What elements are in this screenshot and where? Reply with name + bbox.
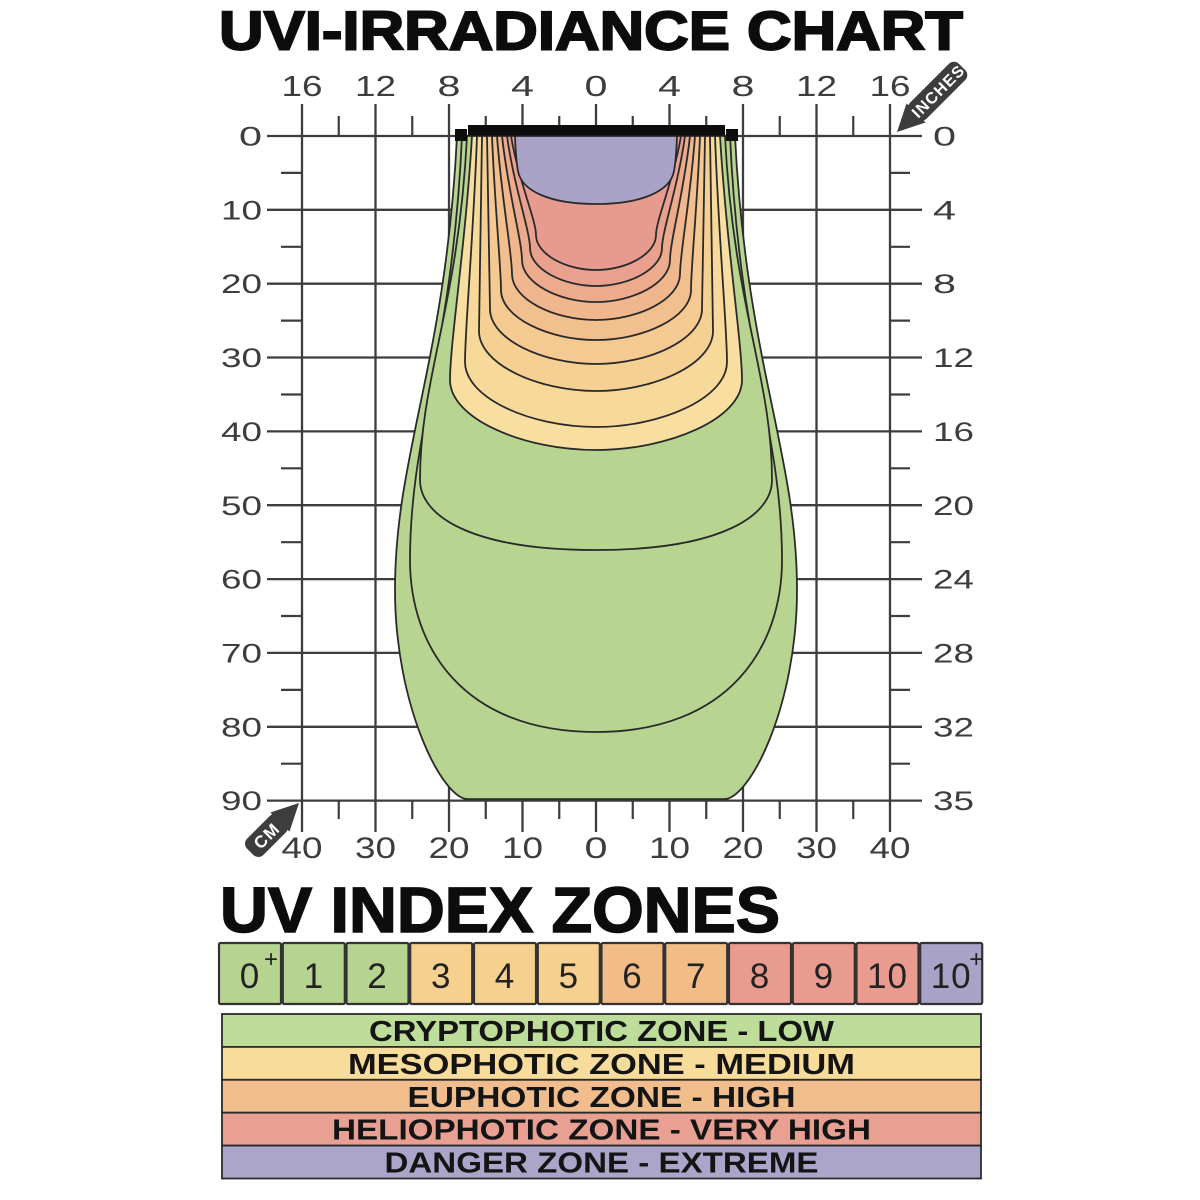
svg-text:4: 4: [495, 957, 515, 996]
svg-text:3: 3: [431, 957, 451, 996]
svg-text:8: 8: [933, 269, 956, 299]
svg-text:70: 70: [221, 638, 262, 668]
svg-text:0: 0: [239, 122, 262, 152]
svg-text:0: 0: [240, 957, 260, 996]
svg-text:30: 30: [221, 343, 262, 373]
svg-text:10: 10: [221, 195, 262, 225]
svg-text:28: 28: [933, 638, 974, 668]
svg-text:30: 30: [355, 832, 396, 865]
svg-text:0: 0: [933, 122, 956, 152]
svg-text:4: 4: [658, 71, 681, 103]
svg-text:EUPHOTIC ZONE - HIGH: EUPHOTIC ZONE - HIGH: [408, 1082, 796, 1114]
svg-text:20: 20: [429, 832, 470, 865]
svg-text:10: 10: [649, 832, 690, 865]
svg-text:CRYPTOPHOTIC ZONE - LOW: CRYPTOPHOTIC ZONE - LOW: [369, 1016, 835, 1048]
svg-text:60: 60: [221, 565, 262, 595]
svg-text:40: 40: [221, 417, 262, 447]
svg-text:16: 16: [870, 71, 911, 103]
svg-text:10: 10: [502, 832, 543, 865]
svg-text:20: 20: [221, 269, 262, 299]
svg-text:40: 40: [282, 832, 323, 865]
svg-text:HELIOPHOTIC ZONE - VERY HIGH: HELIOPHOTIC ZONE - VERY HIGH: [332, 1115, 871, 1147]
svg-text:6: 6: [622, 957, 642, 996]
svg-text:35: 35: [933, 786, 974, 816]
svg-text:UV INDEX ZONES: UV INDEX ZONES: [220, 874, 780, 946]
svg-text:90: 90: [221, 786, 262, 816]
svg-text:1: 1: [304, 957, 324, 996]
svg-text:8: 8: [732, 71, 755, 103]
svg-text:30: 30: [796, 832, 837, 865]
svg-text:32: 32: [933, 712, 974, 742]
svg-text:16: 16: [933, 417, 974, 447]
svg-text:20: 20: [723, 832, 764, 865]
svg-text:+: +: [264, 946, 278, 973]
svg-text:12: 12: [355, 71, 396, 103]
svg-text:16: 16: [282, 71, 323, 103]
svg-text:8: 8: [750, 957, 770, 996]
svg-text:24: 24: [933, 565, 974, 595]
svg-text:7: 7: [686, 957, 706, 996]
svg-text:80: 80: [221, 712, 262, 742]
svg-text:DANGER ZONE - EXTREME: DANGER ZONE - EXTREME: [385, 1148, 819, 1180]
svg-text:4: 4: [933, 195, 956, 225]
svg-text:UVI-IRRADIANCE CHART: UVI-IRRADIANCE CHART: [219, 0, 963, 62]
svg-text:20: 20: [933, 491, 974, 521]
svg-text:10: 10: [867, 957, 908, 996]
svg-text:2: 2: [367, 957, 387, 996]
svg-text:+: +: [969, 946, 983, 973]
svg-text:50: 50: [221, 491, 262, 521]
svg-text:0: 0: [585, 832, 608, 865]
svg-text:40: 40: [870, 832, 911, 865]
svg-text:8: 8: [438, 71, 461, 103]
svg-text:9: 9: [814, 957, 834, 996]
svg-text:12: 12: [933, 343, 974, 373]
svg-text:4: 4: [511, 71, 534, 103]
svg-text:0: 0: [585, 71, 608, 103]
svg-text:5: 5: [559, 957, 579, 996]
svg-text:12: 12: [796, 71, 837, 103]
svg-text:MESOPHOTIC ZONE - MEDIUM: MESOPHOTIC ZONE - MEDIUM: [348, 1049, 855, 1081]
svg-text:10: 10: [931, 957, 972, 996]
